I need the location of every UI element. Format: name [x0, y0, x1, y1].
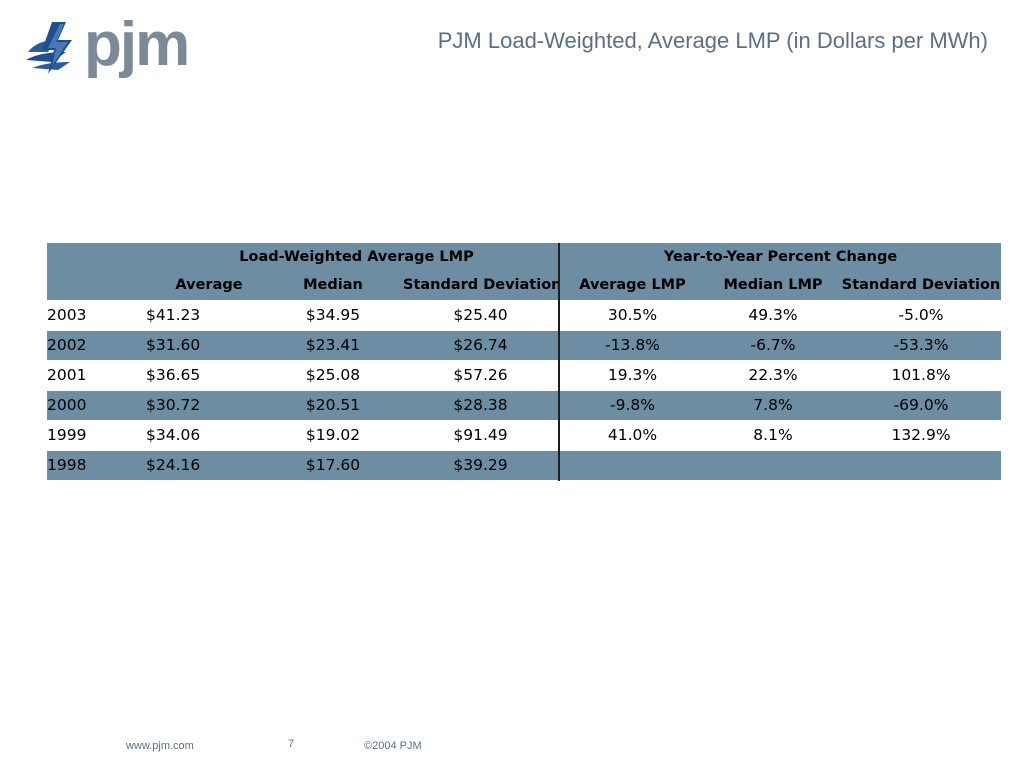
pct-avg-cell: -13.8%	[559, 330, 705, 361]
median-cell: $34.95	[263, 300, 403, 331]
std-cell: $25.40	[403, 300, 560, 331]
column-header-pct-standard-deviation: Standard Deviation	[841, 271, 1002, 301]
pct-std-cell: -69.0%	[841, 390, 1002, 421]
year-label: 2003	[47, 306, 87, 324]
column-header-average: Average	[155, 271, 263, 301]
year-cell: 2000 $30.72	[47, 390, 263, 421]
pct-std-cell	[841, 450, 1002, 481]
pct-std-cell: -53.3%	[841, 330, 1002, 361]
pct-std-cell: 132.9%	[841, 420, 1002, 451]
table-row: 2003 $41.23 $34.95 $25.40 30.5% 49.3% -5.…	[47, 300, 1002, 331]
table-row: 2000 $30.72 $20.51 $28.38 -9.8% 7.8% -69.…	[47, 390, 1002, 421]
median-cell: $20.51	[263, 390, 403, 421]
average-value: $31.60	[146, 336, 201, 354]
column-header-average-lmp: Average LMP	[559, 271, 705, 301]
pct-median-cell	[705, 450, 841, 481]
pct-avg-cell: 30.5%	[559, 300, 705, 331]
header-empty-cell	[47, 243, 155, 271]
column-header-median: Median	[263, 271, 403, 301]
year-label: 1998	[47, 456, 87, 474]
year-label: 2000	[47, 396, 87, 414]
footer-copyright: ©2004 PJM	[364, 740, 422, 752]
header-empty-cell	[47, 271, 155, 301]
pct-median-cell: 7.8%	[705, 390, 841, 421]
std-cell: $91.49	[403, 420, 560, 451]
year-cell: 2001 $36.65	[47, 360, 263, 391]
table-row: 1999 $34.06 $19.02 $91.49 41.0% 8.1% 132.…	[47, 420, 1002, 451]
pct-median-cell: 8.1%	[705, 420, 841, 451]
table-row: 1998 $24.16 $17.60 $39.29	[47, 450, 1002, 481]
logo-wordmark: pjm	[84, 10, 190, 79]
std-cell: $39.29	[403, 450, 560, 481]
median-cell: $19.02	[263, 420, 403, 451]
table-row: 2001 $36.65 $25.08 $57.26 19.3% 22.3% 101…	[47, 360, 1002, 391]
year-cell: 1999 $34.06	[47, 420, 263, 451]
year-label: 2001	[47, 366, 87, 384]
pjm-logo: pjm	[22, 14, 192, 80]
average-value: $30.72	[146, 396, 201, 414]
median-cell: $25.08	[263, 360, 403, 391]
year-label: 1999	[47, 426, 87, 444]
table-group-header-row: Load-Weighted Average LMP Year-to-Year P…	[47, 243, 1002, 271]
std-cell: $57.26	[403, 360, 560, 391]
lmp-table: Load-Weighted Average LMP Year-to-Year P…	[47, 243, 1002, 481]
slide-title: PJM Load-Weighted, Average LMP (in Dolla…	[437, 28, 988, 53]
std-cell: $26.74	[403, 330, 560, 361]
pct-std-cell: -5.0%	[841, 300, 1002, 331]
column-header-standard-deviation: Standard Deviation	[403, 271, 560, 301]
column-header-median-lmp: Median LMP	[705, 271, 841, 301]
pct-median-cell: -6.7%	[705, 330, 841, 361]
year-cell: 2002 $31.60	[47, 330, 263, 361]
table-row: 2002 $31.60 $23.41 $26.74 -13.8% -6.7% -5…	[47, 330, 1002, 361]
table-column-header-row: Average Median Standard Deviation Averag…	[47, 271, 1002, 301]
year-cell: 2003 $41.23	[47, 300, 263, 331]
group-header-right: Year-to-Year Percent Change	[559, 243, 1002, 271]
pct-avg-cell	[559, 450, 705, 481]
pct-median-cell: 49.3%	[705, 300, 841, 331]
pct-avg-cell: -9.8%	[559, 390, 705, 421]
pjm-lightning-logo-icon	[26, 22, 72, 74]
footer-url[interactable]: www.pjm.com	[126, 740, 194, 752]
year-label: 2002	[47, 336, 87, 354]
average-value: $24.16	[146, 456, 201, 474]
average-value: $36.65	[146, 366, 201, 384]
pct-avg-cell: 19.3%	[559, 360, 705, 391]
pct-median-cell: 22.3%	[705, 360, 841, 391]
average-value: $41.23	[146, 306, 201, 324]
year-cell: 1998 $24.16	[47, 450, 263, 481]
std-cell: $28.38	[403, 390, 560, 421]
footer-page-number: 7	[288, 738, 295, 750]
average-value: $34.06	[146, 426, 201, 444]
pct-avg-cell: 41.0%	[559, 420, 705, 451]
pct-std-cell: 101.8%	[841, 360, 1002, 391]
median-cell: $23.41	[263, 330, 403, 361]
group-header-left: Load-Weighted Average LMP	[155, 243, 560, 271]
median-cell: $17.60	[263, 450, 403, 481]
